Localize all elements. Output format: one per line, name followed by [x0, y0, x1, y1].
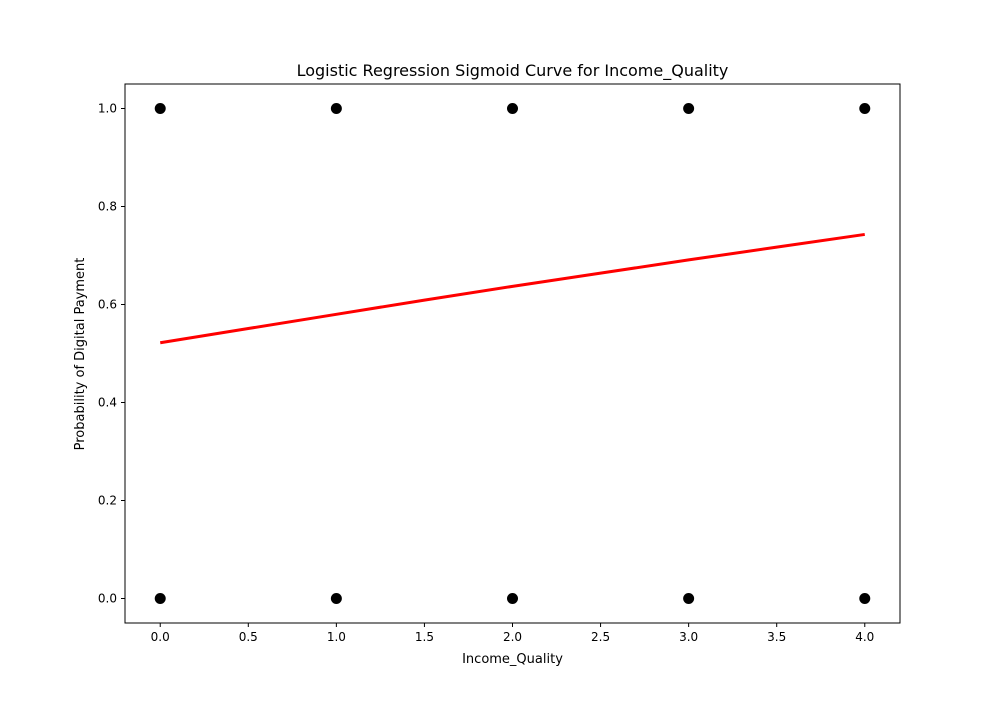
y-tick-label: 1.0	[98, 102, 117, 116]
scatter-point	[683, 103, 695, 114]
series-line	[159, 232, 865, 345]
y-tick-label: 0.8	[98, 200, 117, 214]
scatter-point	[507, 103, 518, 114]
x-tick-label: 4.0	[855, 630, 874, 644]
x-tick-label: 3.5	[767, 630, 786, 644]
y-tick-label: 0.6	[98, 298, 117, 312]
plot-frame	[124, 83, 901, 624]
x-tick-label: 1.0	[327, 630, 346, 644]
chart-title: Logistic Regression Sigmoid Curve for In…	[297, 61, 729, 81]
y-tick-label: 0.2	[98, 494, 117, 508]
y-axis-label: Probability of Digital Payment	[73, 258, 88, 451]
y-tick-label: 0.0	[98, 592, 117, 606]
x-tick-label: 2.5	[591, 630, 610, 644]
x-axis-label: Income_Quality	[462, 652, 563, 667]
plot-area: 0.0 0.5 1.0 1.5 2.0 2.5 3.0 3.5 4.0 0.0 0.2 0.4 0.6 0…	[98, 83, 901, 644]
scatter-point	[683, 593, 695, 604]
scatter-point	[330, 103, 342, 114]
scatter-point	[507, 593, 518, 604]
scatter-point	[154, 103, 166, 114]
x-tick-label: 1.5	[415, 630, 434, 644]
scatter-point	[330, 593, 342, 604]
x-tick-label: 0.0	[151, 630, 170, 644]
x-tick-label: 3.0	[679, 630, 698, 644]
y-tick-label: 0.4	[98, 396, 117, 410]
scatter-point	[154, 593, 166, 604]
scatter-point	[859, 103, 871, 114]
scatter-point	[859, 593, 871, 604]
x-tick-label: 2.0	[503, 630, 522, 644]
x-tick-label: 0.5	[239, 630, 258, 644]
